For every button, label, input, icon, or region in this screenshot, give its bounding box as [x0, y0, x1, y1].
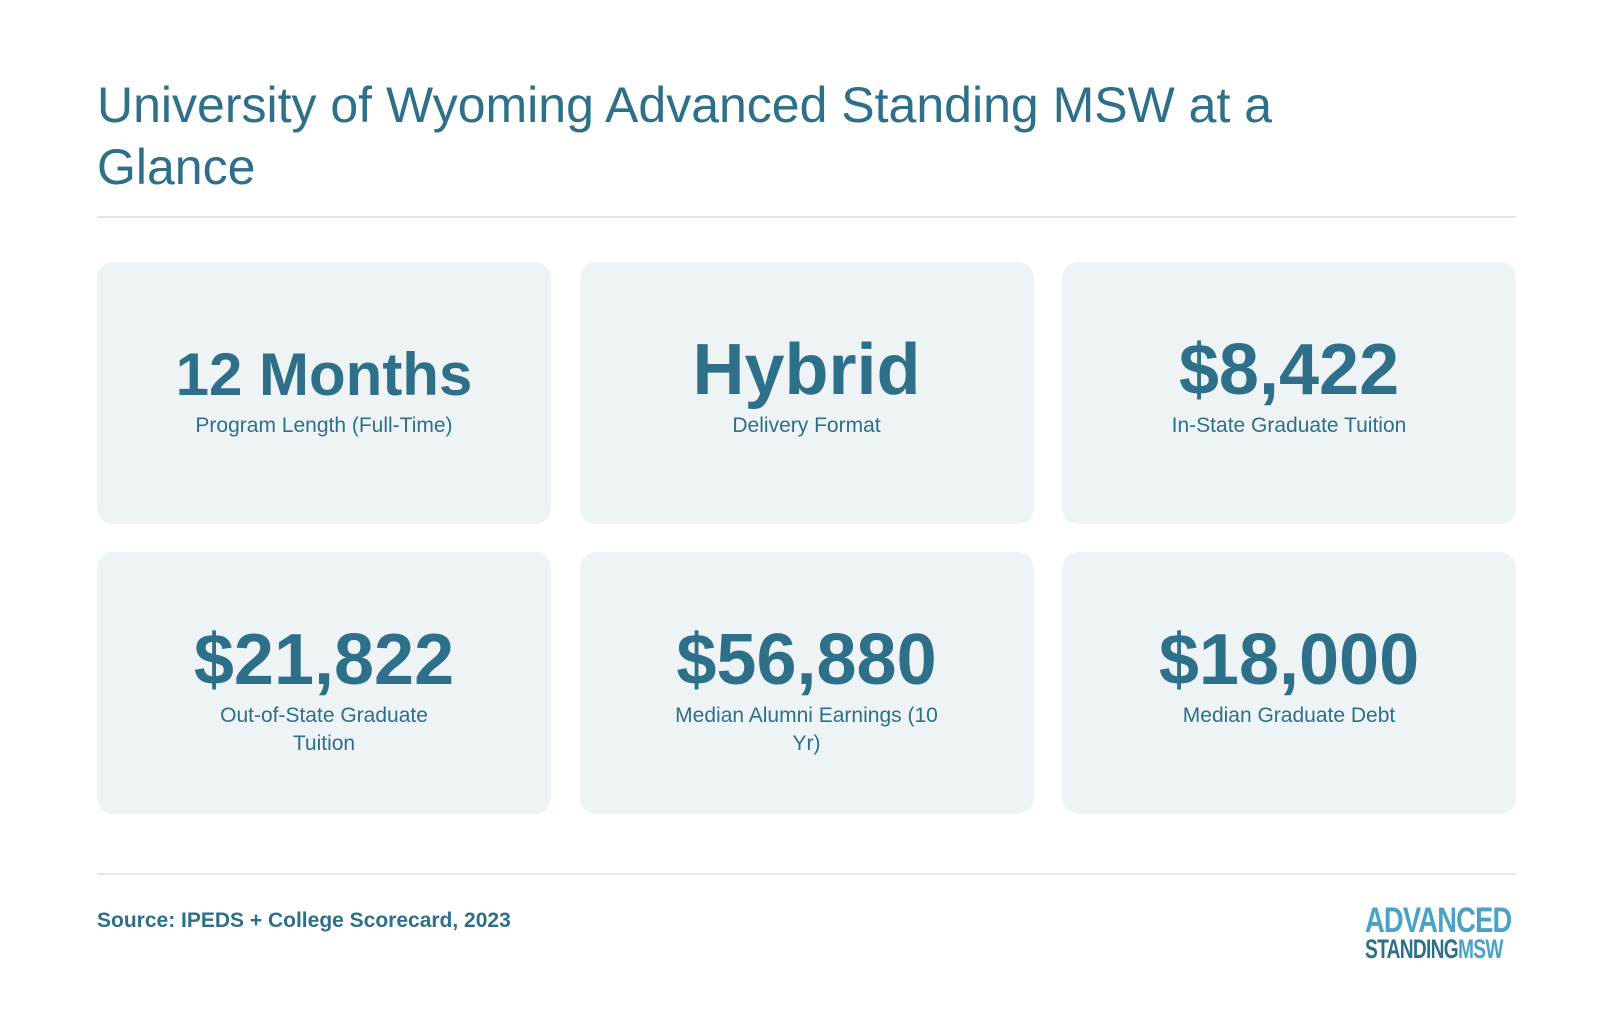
stat-card-out-of-state-tuition: $21,822 Out-of-State Graduate Tuition [97, 552, 551, 814]
stat-value: $21,822 [193, 620, 455, 700]
stat-label: Delivery Format [732, 414, 881, 437]
stats-grid: 12 Months Program Length (Full-Time) Hyb… [97, 262, 1516, 814]
logo-word-msw: MSW [1458, 934, 1503, 964]
stat-card-median-debt: $18,000 Median Graduate Debt [1062, 552, 1516, 814]
stat-card-program-length: 12 Months Program Length (Full-Time) [97, 262, 551, 524]
stat-value: Hybrid [692, 330, 921, 410]
logo-word-standing: STANDING [1365, 934, 1459, 964]
stat-value: $56,880 [676, 620, 937, 700]
stat-label: Median Graduate Debt [1182, 704, 1396, 727]
stat-card-delivery-format: Hybrid Delivery Format [579, 262, 1034, 524]
stat-card-median-earnings: $56,880 Median Alumni Earnings (10 Yr) [579, 552, 1034, 814]
stat-value: $18,000 [1158, 620, 1420, 700]
page-title: University of Wyoming Advanced Standing … [97, 77, 1273, 195]
stat-value: 12 Months [175, 341, 473, 408]
stat-label: Program Length (Full-Time) [195, 414, 453, 437]
logo-line-1: ADVANCED [1365, 901, 1512, 940]
footer-divider [97, 873, 1516, 875]
source-note: Source: IPEDS + College Scorecard, 2023 [97, 909, 511, 932]
stat-label: Median Alumni Earnings (10 Yr) [675, 704, 938, 755]
stat-label: In-State Graduate Tuition [1171, 414, 1407, 437]
stat-card-in-state-tuition: $8,422 In-State Graduate Tuition [1062, 262, 1516, 524]
title-divider [97, 216, 1516, 218]
logo-line-2: STANDINGMSW [1365, 934, 1503, 964]
stat-value: $8,422 [1178, 330, 1400, 410]
brand-logo: ADVANCED STANDINGMSW [1365, 901, 1515, 964]
stat-label: Out-of-State Graduate Tuition [220, 704, 428, 755]
